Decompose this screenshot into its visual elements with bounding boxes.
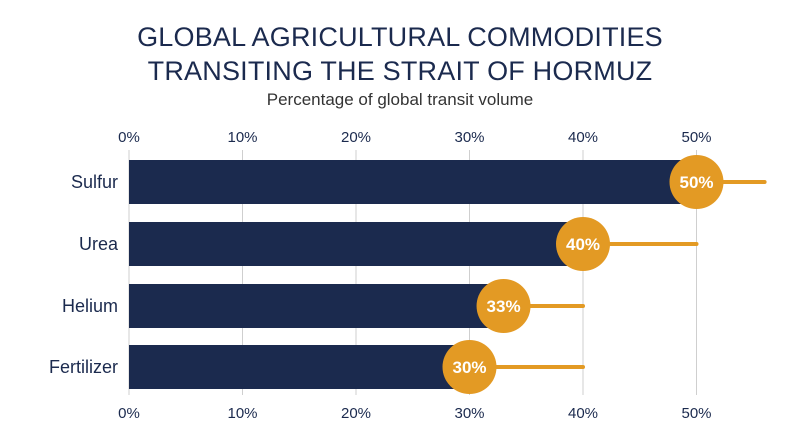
x-tick-label-bottom-1: 10% <box>227 405 257 422</box>
x-tick-label-bottom-0: 0% <box>118 405 140 422</box>
x-tick-label-top-5: 50% <box>681 129 711 146</box>
chart-title-line-2: TRANSITING THE STRAIT OF HORMUZ <box>147 56 653 86</box>
x-tick-label-bottom-3: 30% <box>454 405 484 422</box>
x-tick-label-top-1: 10% <box>227 129 257 146</box>
category-label-0: Sulfur <box>71 172 118 192</box>
data-label-3: 30% <box>452 358 486 377</box>
chart-title-line-1: GLOBAL AGRICULTURAL COMMODITIES <box>137 22 663 52</box>
value-marker-1 <box>556 217 610 271</box>
bar-0 <box>129 160 697 204</box>
value-marker-2 <box>476 279 531 333</box>
category-label-3: Fertilizer <box>49 357 118 377</box>
chart-subtitle: Percentage of global transit volume <box>266 90 534 109</box>
x-tick-label-bottom-5: 50% <box>681 405 711 422</box>
data-label-0: 50% <box>679 173 713 192</box>
x-tick-label-top-4: 40% <box>568 129 598 146</box>
x-tick-label-bottom-2: 20% <box>341 405 371 422</box>
value-marker-0 <box>669 155 724 209</box>
bar-1 <box>129 222 583 266</box>
x-tick-label-top-0: 0% <box>118 129 140 146</box>
x-tick-label-top-2: 20% <box>341 129 371 146</box>
x-tick-label-top-3: 30% <box>454 129 484 146</box>
value-marker-3 <box>442 340 497 394</box>
bar-2 <box>129 284 504 328</box>
category-label-1: Urea <box>79 234 119 254</box>
category-label-2: Helium <box>62 296 118 316</box>
bar-3 <box>129 345 470 389</box>
x-tick-label-bottom-4: 40% <box>568 405 598 422</box>
data-label-2: 33% <box>487 297 521 316</box>
data-label-1: 40% <box>566 235 600 254</box>
